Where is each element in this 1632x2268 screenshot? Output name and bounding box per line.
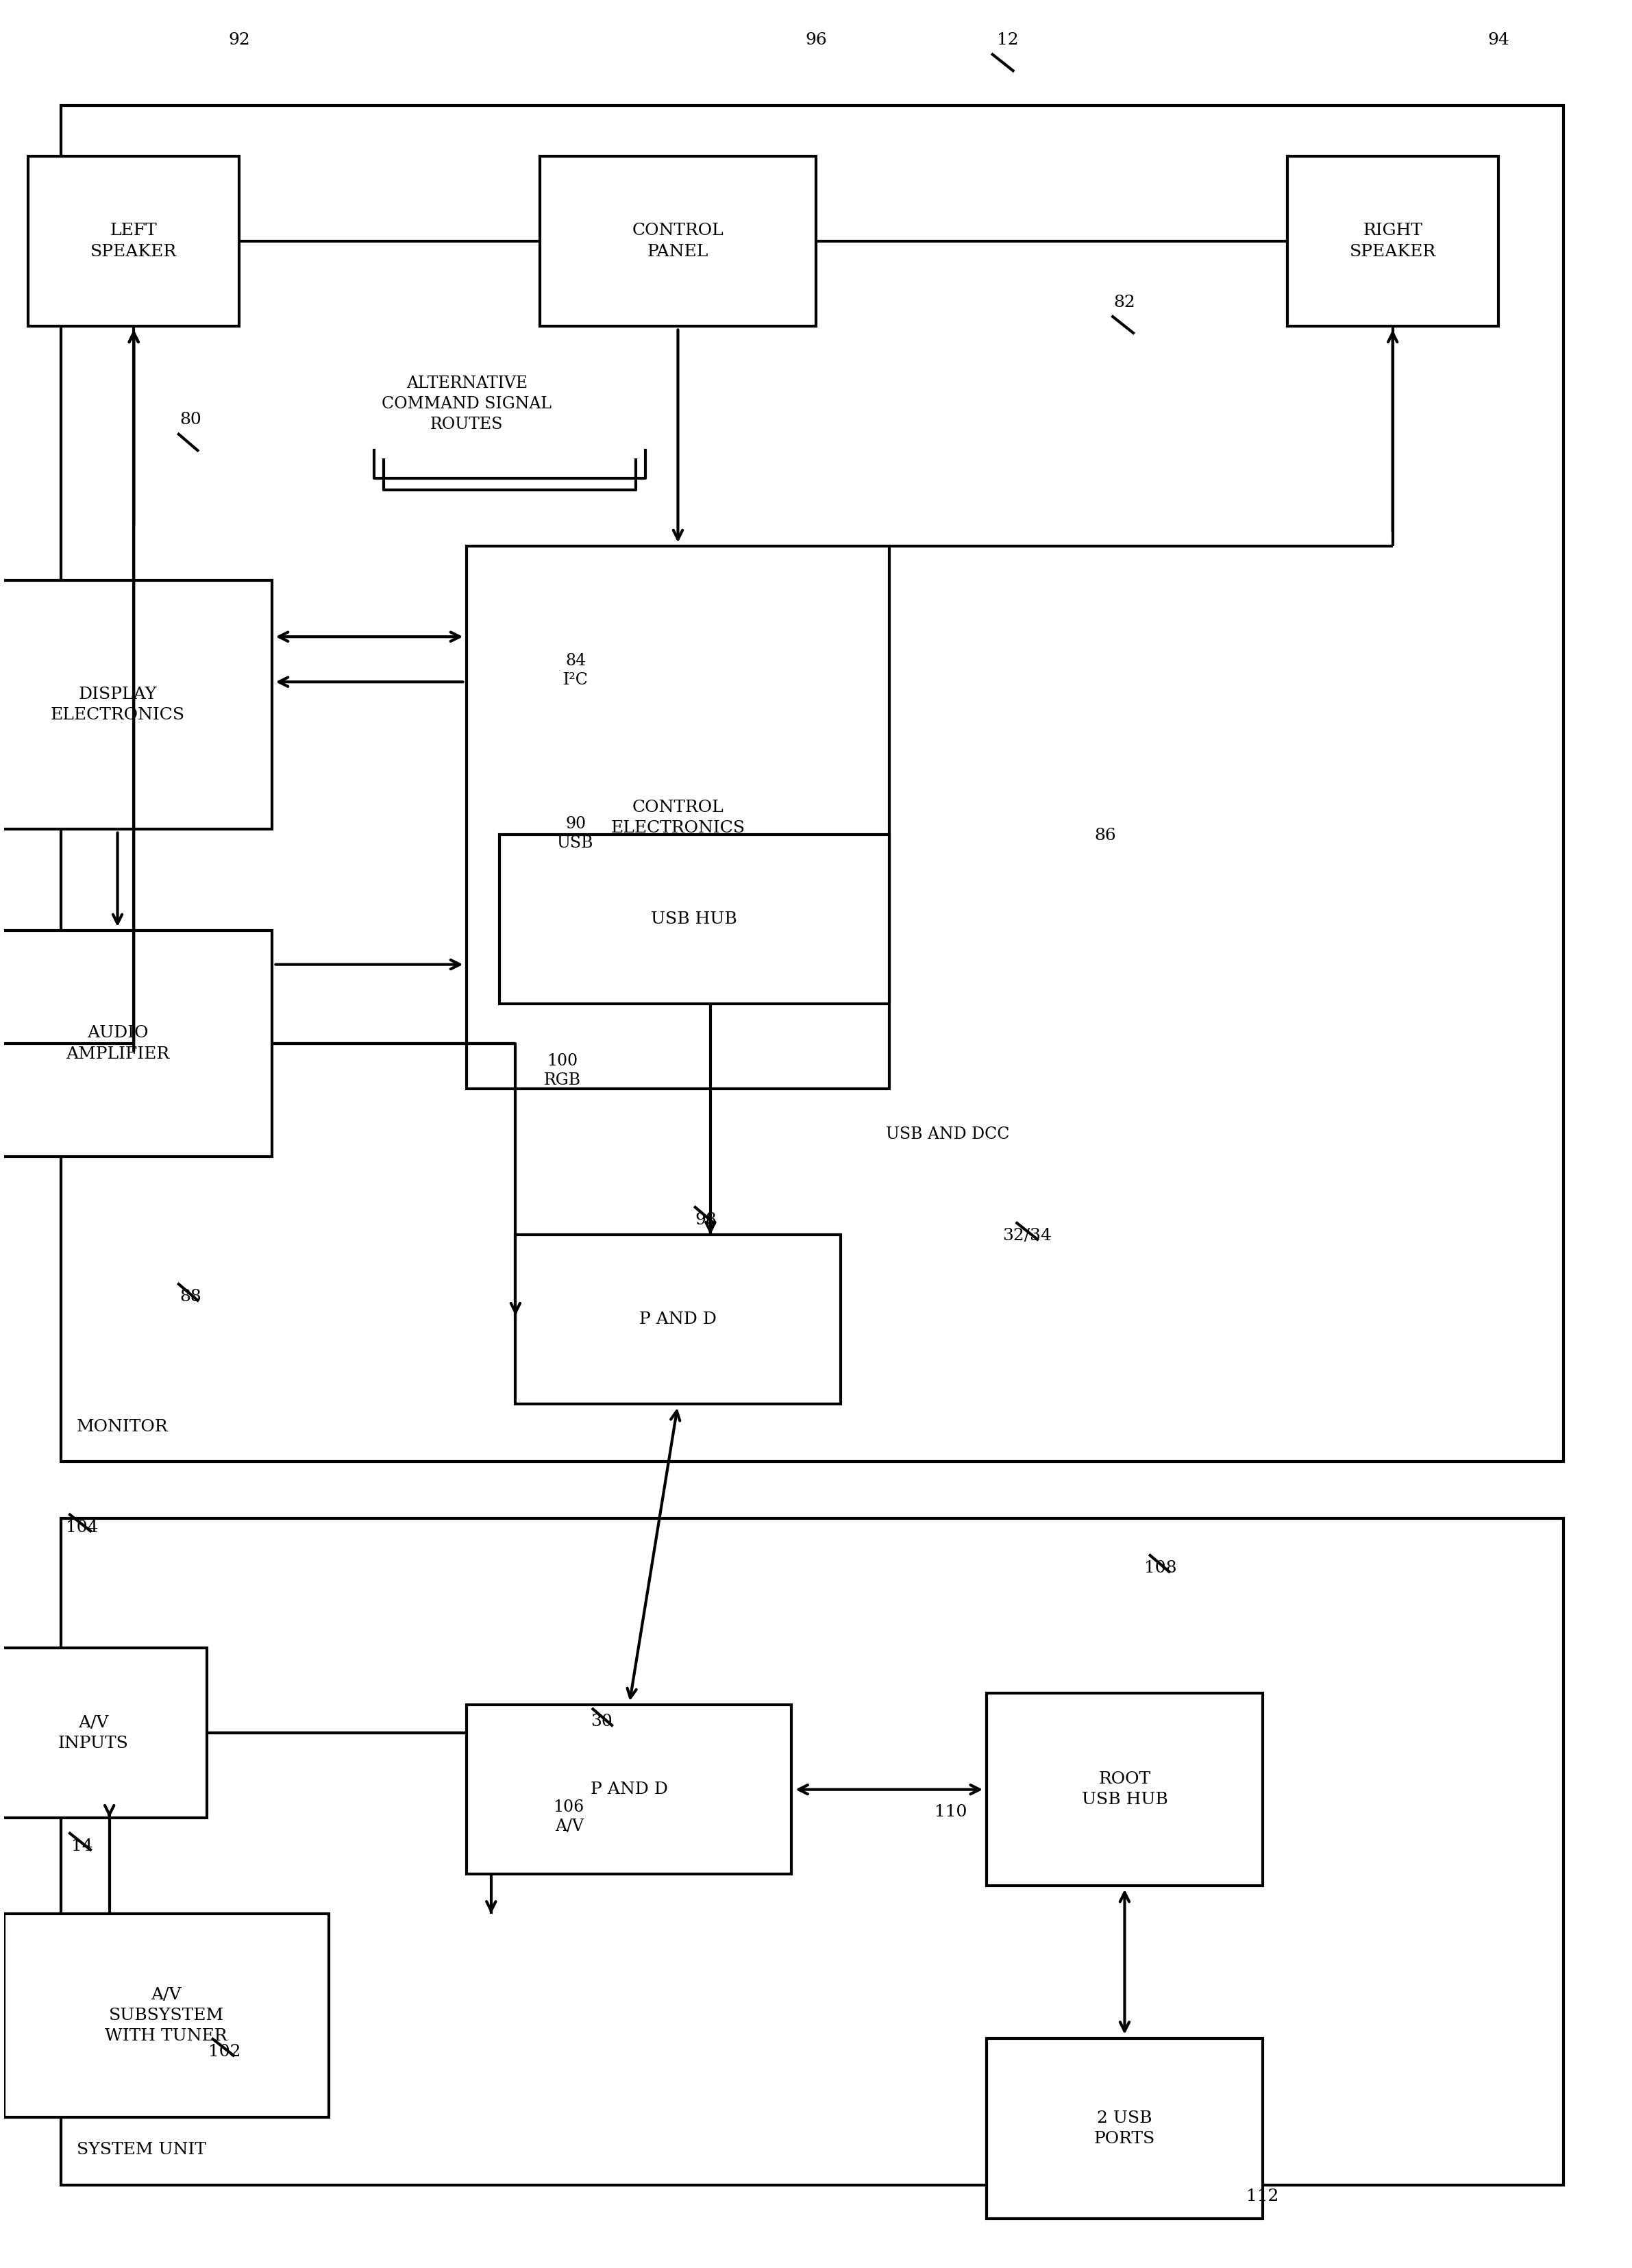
- Text: 84
I²C: 84 I²C: [563, 653, 588, 687]
- Text: 106
A/V: 106 A/V: [553, 1799, 584, 1835]
- Text: 12: 12: [997, 32, 1018, 48]
- Text: RIGHT
SPEAKER: RIGHT SPEAKER: [1350, 222, 1436, 259]
- Text: A/V
INPUTS: A/V INPUTS: [57, 1715, 129, 1751]
- Text: USB HUB: USB HUB: [651, 912, 738, 928]
- Text: CONTROL
PANEL: CONTROL PANEL: [632, 222, 723, 259]
- Text: 88: 88: [180, 1288, 201, 1304]
- Text: LEFT
SPEAKER: LEFT SPEAKER: [90, 222, 176, 259]
- FancyBboxPatch shape: [516, 1234, 840, 1404]
- Text: 96: 96: [805, 32, 827, 48]
- FancyBboxPatch shape: [60, 107, 1563, 1463]
- FancyBboxPatch shape: [28, 156, 240, 327]
- Text: P AND D: P AND D: [591, 1783, 667, 1799]
- Text: DISPLAY
ELECTRONICS: DISPLAY ELECTRONICS: [51, 687, 184, 723]
- Text: 14: 14: [70, 1837, 93, 1853]
- Text: 98: 98: [695, 1211, 716, 1227]
- Text: 112: 112: [1247, 2189, 1279, 2204]
- Text: ALTERNATIVE
COMMAND SIGNAL
ROUTES: ALTERNATIVE COMMAND SIGNAL ROUTES: [382, 374, 552, 433]
- Text: 30: 30: [591, 1715, 612, 1730]
- FancyBboxPatch shape: [499, 835, 889, 1005]
- Text: SYSTEM UNIT: SYSTEM UNIT: [77, 2143, 206, 2157]
- Text: AUDIO
AMPLIFIER: AUDIO AMPLIFIER: [65, 1025, 170, 1061]
- FancyBboxPatch shape: [0, 1649, 207, 1817]
- FancyBboxPatch shape: [0, 581, 273, 828]
- FancyBboxPatch shape: [540, 156, 816, 327]
- FancyBboxPatch shape: [1288, 156, 1498, 327]
- Text: MONITOR: MONITOR: [77, 1420, 168, 1436]
- FancyBboxPatch shape: [987, 1694, 1263, 1885]
- Text: 90
USB: 90 USB: [557, 816, 594, 850]
- Text: ROOT
USB HUB: ROOT USB HUB: [1082, 1771, 1169, 1808]
- Text: USB AND DCC: USB AND DCC: [886, 1127, 1010, 1141]
- Text: P AND D: P AND D: [640, 1311, 716, 1327]
- Text: 100
RGB: 100 RGB: [543, 1052, 581, 1089]
- FancyBboxPatch shape: [467, 1706, 792, 1873]
- Text: 104: 104: [65, 1520, 98, 1535]
- Text: CONTROL
ELECTRONICS: CONTROL ELECTRONICS: [610, 798, 746, 837]
- Text: 108: 108: [1144, 1560, 1177, 1576]
- Text: 80: 80: [180, 413, 201, 429]
- Text: A/V
SUBSYSTEM
WITH TUNER: A/V SUBSYSTEM WITH TUNER: [104, 1987, 227, 2043]
- Text: 32/34: 32/34: [1002, 1227, 1051, 1243]
- Text: 110: 110: [935, 1805, 968, 1819]
- Text: 102: 102: [209, 2043, 242, 2059]
- Text: 92: 92: [228, 32, 250, 48]
- FancyBboxPatch shape: [3, 1914, 328, 2118]
- Text: 94: 94: [1487, 32, 1510, 48]
- Text: 86: 86: [1095, 828, 1116, 844]
- Text: 82: 82: [1113, 295, 1136, 311]
- Text: 2 USB
PORTS: 2 USB PORTS: [1093, 2109, 1155, 2148]
- FancyBboxPatch shape: [987, 2039, 1263, 2218]
- FancyBboxPatch shape: [0, 930, 273, 1157]
- FancyBboxPatch shape: [467, 547, 889, 1089]
- FancyBboxPatch shape: [60, 1517, 1563, 2184]
